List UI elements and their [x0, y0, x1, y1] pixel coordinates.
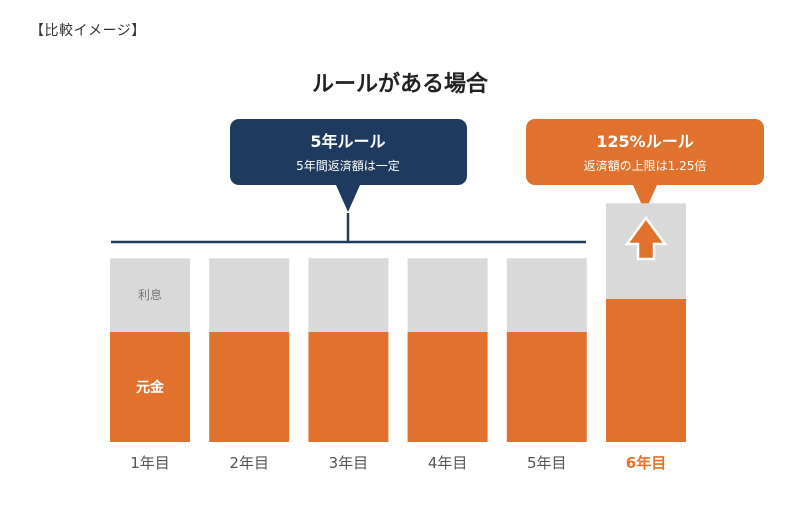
bar-group	[506, 258, 587, 442]
bar-interest-segment	[308, 258, 389, 332]
callout-five-year-rule: 5年ルール 5年間返済額は一定	[230, 119, 467, 212]
bar-group	[407, 258, 488, 442]
five-year-bracket	[111, 213, 586, 244]
callout-pointer	[336, 185, 360, 212]
bar-principal-segment	[407, 332, 488, 442]
bar-interest-segment	[407, 258, 488, 332]
callout-subtitle: 返済額の上限は1.25倍	[584, 158, 707, 173]
overlay-layer	[624, 215, 668, 261]
x-tick-label: 6年目	[626, 454, 666, 472]
page-title: ルールがある場合	[311, 72, 488, 97]
bar-interest-segment	[110, 258, 190, 332]
bar-principal-segment	[308, 332, 389, 442]
callout-subtitle: 5年間返済額は一定	[296, 158, 400, 173]
callout-pointer	[633, 185, 657, 212]
callout-title: 5年ルール	[310, 132, 385, 151]
bar-principal-segment	[110, 332, 190, 442]
callout-box	[526, 119, 764, 185]
corner-label: 【比較イメージ】	[30, 23, 146, 39]
bar-interest-segment	[209, 258, 290, 332]
callout-title: 125%ルール	[596, 132, 693, 151]
x-tick-label: 4年目	[428, 454, 468, 472]
x-tick-label: 2年目	[229, 454, 269, 472]
callout-box	[230, 119, 467, 185]
bar-principal-segment	[606, 299, 686, 442]
bar-principal-segment	[506, 332, 587, 442]
bar-principal-segment	[209, 332, 290, 442]
callout-125-percent-rule: 125%ルール 返済額の上限は1.25倍	[526, 119, 764, 212]
x-tick-label: 1年目	[130, 454, 170, 472]
up-arrow-icon	[624, 215, 668, 261]
x-tick-label: 5年目	[527, 454, 567, 472]
x-axis-labels: 1年目 2年目 3年目 4年目 5年目 6年目	[130, 454, 666, 472]
segment-label-principal: 元金	[136, 379, 165, 396]
bar-group	[308, 258, 389, 442]
bar-group	[209, 258, 290, 442]
bar-interest-segment	[506, 258, 587, 332]
segment-label-interest: 利息	[138, 287, 162, 302]
x-tick-label: 3年目	[329, 454, 369, 472]
